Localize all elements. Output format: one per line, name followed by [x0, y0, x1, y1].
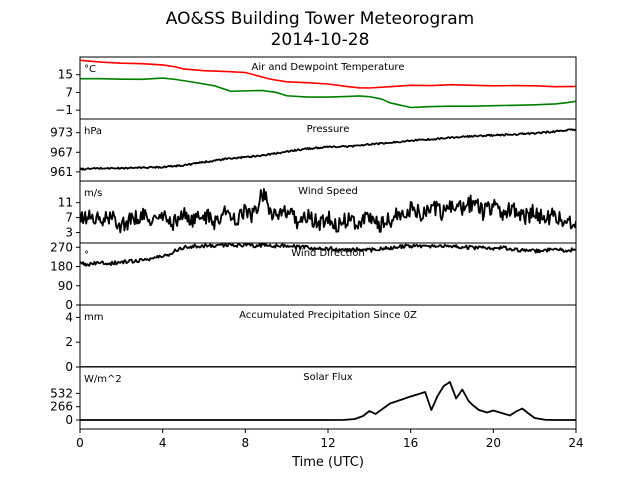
y-tick-label: 973: [50, 126, 73, 140]
x-axis-label: Time (UTC): [291, 455, 364, 470]
y-tick-label: 11: [58, 196, 73, 210]
y-tick-label: 532: [50, 386, 73, 400]
y-tick-label: 180: [50, 260, 73, 274]
solar-flux-series-line: [80, 381, 576, 421]
panel-unit-label: mm: [84, 312, 103, 323]
y-tick-label: 961: [50, 165, 73, 179]
panel-title: Pressure: [307, 124, 350, 135]
y-tick-label: 2: [65, 335, 73, 349]
x-tick-label: 24: [568, 436, 583, 450]
y-tick-label: 0: [65, 413, 73, 427]
y-tick-label: 15: [58, 68, 73, 82]
x-tick-label: 16: [403, 436, 418, 450]
y-tick-label: 270: [50, 240, 73, 254]
panel-unit-label: °C: [84, 64, 96, 75]
panel-unit-label: m/s: [84, 188, 102, 199]
y-tick-label: 7: [65, 211, 73, 225]
panel-unit-label: W/m^2: [84, 374, 122, 385]
panel-title: Wind Speed: [298, 186, 358, 197]
wind-direction-series-line: [80, 243, 576, 267]
panel-unit-label: hPa: [84, 126, 102, 137]
temperature-series-line: [80, 77, 576, 109]
x-tick-label: 8: [242, 436, 250, 450]
x-tick-label: 0: [76, 436, 84, 450]
y-tick-label: 3: [65, 226, 73, 240]
x-tick-label: 12: [320, 436, 335, 450]
panel-title: Solar Flux: [303, 372, 353, 383]
y-tick-label: 0: [65, 360, 73, 374]
y-tick-label: 4: [65, 310, 73, 324]
panel-wind-direction: 0 90 180 270 ° Wind Direction: [50, 240, 577, 312]
panel-title: Air and Dewpoint Temperature: [252, 62, 405, 73]
y-tick-label: 266: [50, 400, 73, 414]
y-tick-label: −1: [55, 103, 73, 117]
y-tick-label: 0: [65, 298, 73, 312]
panel-pressure: 961 967 973 hPa Pressure: [50, 118, 577, 182]
pressure-series-line: [80, 128, 576, 171]
panel-temperature: −1 7 15 °C Air and Dewpoint Temperature: [55, 56, 577, 120]
figure-title: AO&SS Building Tower Meteorogram: [166, 9, 474, 29]
panel-title: Wind Direction: [291, 248, 365, 259]
y-tick-label: 7: [65, 85, 73, 99]
panel-unit-label: °: [84, 250, 89, 261]
x-axis: 0 4 8 12 16 20 24: [76, 436, 583, 450]
x-tick-label: 20: [486, 436, 501, 450]
x-tick-label: 4: [159, 436, 167, 450]
temperature-series-line: [80, 59, 576, 89]
y-tick-label: 90: [58, 279, 73, 293]
y-tick-label: 967: [50, 145, 73, 159]
wind-speed-series-line: [80, 188, 576, 234]
panel-precipitation: 0 2 4 mm Accumulated Precipitation Since 0Z: [65, 304, 577, 374]
panel-title: Accumulated Precipitation Since 0Z: [239, 310, 417, 321]
figure-subtitle: 2014-10-28: [271, 30, 370, 50]
